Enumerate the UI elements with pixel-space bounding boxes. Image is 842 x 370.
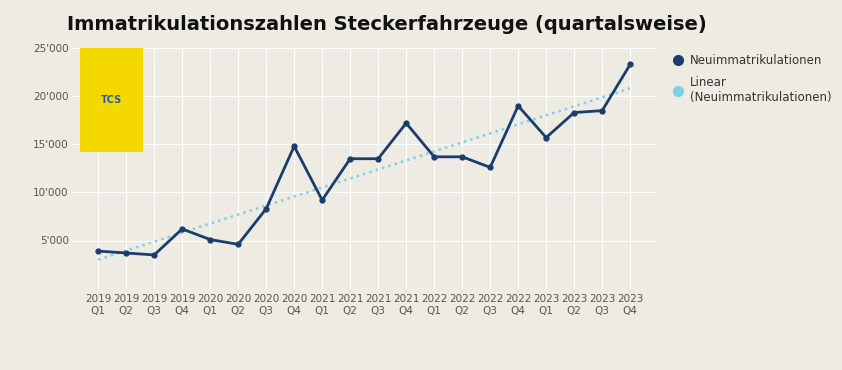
Text: TCS: TCS: [101, 95, 122, 105]
Legend: Neuimmatrikulationen, Linear
(Neuimmatrikulationen): Neuimmatrikulationen, Linear (Neuimmatri…: [669, 49, 836, 109]
Text: Immatrikulationszahlen Steckerfahrzeuge (quartalsweise): Immatrikulationszahlen Steckerfahrzeuge …: [67, 15, 707, 34]
